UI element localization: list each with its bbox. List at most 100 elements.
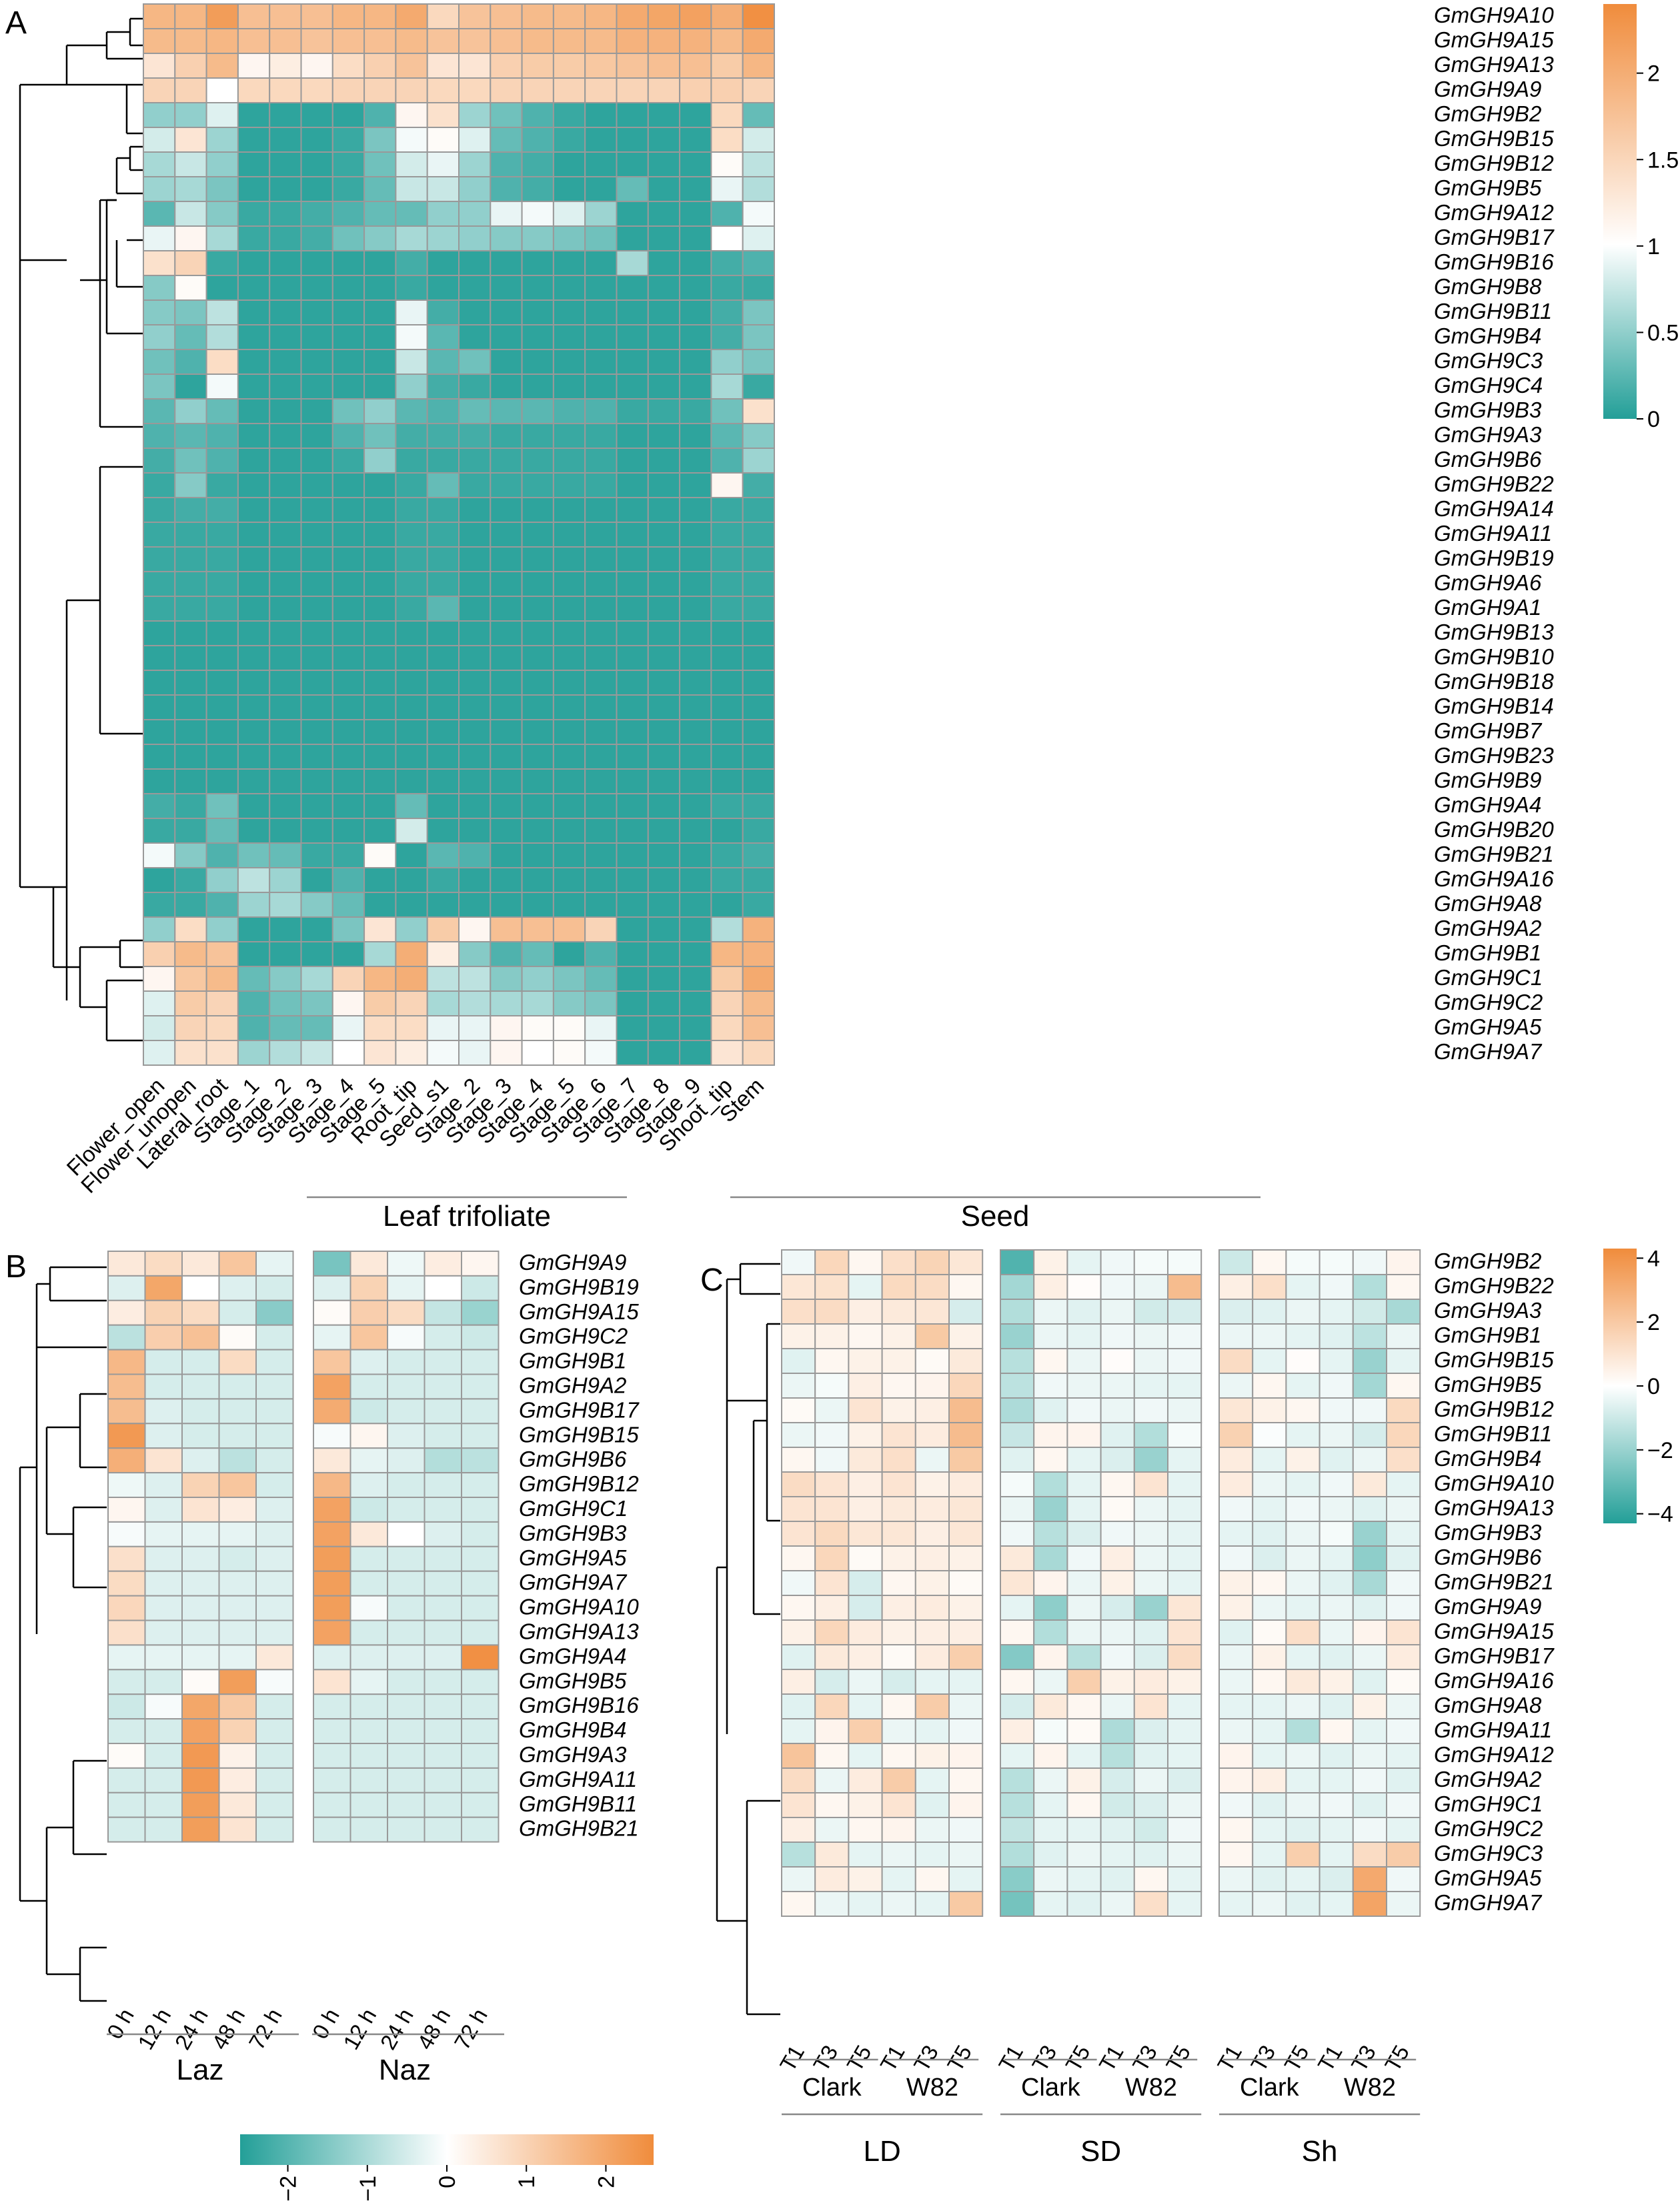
heatmap-c-cell	[1100, 1397, 1135, 1423]
heatmap-a-cell	[300, 966, 333, 992]
heatmap-c-cell	[1386, 1348, 1421, 1374]
heatmap-a-cell	[616, 571, 649, 597]
heatmap-a-cell	[174, 768, 207, 794]
heatmap-a-cell	[237, 423, 271, 449]
heatmap-a-cell	[395, 201, 428, 227]
heatmap-a-cell	[710, 744, 744, 770]
panel-c-cells	[781, 1249, 1421, 1917]
heatmap-c-cell	[881, 1397, 916, 1423]
row-label-c: GmGH9B17	[1434, 1643, 1555, 1668]
heatmap-c-cell	[848, 1249, 883, 1275]
heatmap-a-cell	[363, 990, 397, 1016]
heatmap-c-cell	[814, 1619, 850, 1645]
heatmap-b-cell	[387, 1373, 426, 1400]
heatmap-b-cell	[255, 1423, 294, 1449]
heatmap-a-cell	[205, 546, 239, 572]
heatmap-c-cell	[1167, 1447, 1202, 1473]
heatmap-a-cell	[490, 3, 523, 29]
heatmap-c-cell	[948, 1471, 984, 1497]
heatmap-a-cell	[521, 299, 554, 325]
heatmap-c-cell	[1386, 1397, 1421, 1423]
heatmap-a-cell	[647, 966, 681, 992]
heatmap-b-cell	[349, 1299, 388, 1326]
heatmap-a-cell	[742, 448, 775, 474]
heatmap-a-cell	[647, 941, 681, 967]
heatmap-a-cell	[584, 374, 618, 400]
heatmap-a-cell	[300, 1040, 333, 1066]
heatmap-c-cell	[1252, 1373, 1287, 1399]
heatmap-b-cell	[461, 1324, 500, 1351]
heatmap-a-cell	[237, 793, 271, 819]
heatmap-a-cell	[742, 670, 775, 696]
heatmap-c-cell	[881, 1619, 916, 1645]
heatmap-b-cell	[107, 1373, 146, 1400]
heatmap-a-cell	[616, 299, 649, 325]
heatmap-a-cell	[395, 1040, 428, 1066]
heatmap-a-cell	[458, 299, 492, 325]
heatmap-c-cell	[1167, 1249, 1202, 1275]
heatmap-c-cell	[1167, 1866, 1202, 1892]
heatmap-a-cell	[490, 867, 523, 893]
heatmap-a-cell	[521, 275, 554, 301]
heatmap-b-cell	[181, 1299, 220, 1326]
heatmap-b-cell	[387, 1669, 426, 1695]
heatmap-a-cell	[742, 719, 775, 745]
heatmap-c-cell	[1386, 1743, 1421, 1769]
column-label-c: T3	[1246, 2041, 1280, 2076]
heatmap-a-cell	[584, 28, 618, 54]
heatmap-c-cell	[1319, 1496, 1354, 1522]
row-label-b: GmGH9B19	[519, 1275, 639, 1299]
heatmap-b-cell	[107, 1595, 146, 1621]
heatmap-a-cell	[616, 176, 649, 202]
row-label-b: GmGH9B11	[519, 1791, 637, 1816]
heatmap-b-cell	[255, 1718, 294, 1745]
heatmap-a-cell	[742, 596, 775, 622]
heatmap-b-cell	[255, 1398, 294, 1425]
row-label-b: GmGH9B5	[519, 1668, 627, 1693]
heatmap-a-cell	[363, 941, 397, 967]
heatmap-a-cell	[679, 299, 712, 325]
heatmap-c-cell	[1133, 1891, 1169, 1917]
heatmap-b-cell	[313, 1299, 351, 1326]
heatmap-c-cell	[848, 1595, 883, 1621]
heatmap-c-cell	[814, 1743, 850, 1769]
heatmap-a-cell	[647, 1015, 681, 1041]
heatmap-a-cell	[174, 53, 207, 79]
heatmap-c-cell	[1033, 1619, 1068, 1645]
heatmap-c-cell	[814, 1693, 850, 1719]
heatmap-a-cell	[458, 818, 492, 844]
heatmap-a-cell	[426, 941, 460, 967]
heatmap-c-cell	[948, 1570, 984, 1596]
column-label-c: T3	[808, 2041, 842, 2076]
heatmap-c-cell	[1000, 1397, 1035, 1423]
heatmap-a-cell	[584, 3, 618, 29]
heatmap-c-cell	[1033, 1249, 1068, 1275]
heatmap-c-cell	[1066, 1866, 1102, 1892]
panel-b: B GmGH9A9GmGH9B19GmGH9A15GmGH9C2GmGH9B1G…	[5, 1249, 654, 2202]
heatmap-a-cell	[679, 892, 712, 918]
heatmap-a-cell	[679, 867, 712, 893]
heatmap-a-cell	[269, 941, 302, 967]
heatmap-c-cell	[1319, 1348, 1354, 1374]
heatmap-a-cell	[521, 694, 554, 720]
heatmap-a-cell	[395, 374, 428, 400]
heatmap-c-cell	[881, 1348, 916, 1374]
heatmap-a-cell	[742, 201, 775, 227]
heatmap-a-cell	[300, 596, 333, 622]
heatmap-c-cell	[1000, 1817, 1035, 1843]
heatmap-a-cell	[426, 53, 460, 79]
heatmap-c-cell	[1386, 1693, 1421, 1719]
heatmap-c-cell	[948, 1397, 984, 1423]
heatmap-b-cell	[349, 1545, 388, 1572]
heatmap-c-cell	[1386, 1521, 1421, 1547]
heatmap-c-cell	[1319, 1767, 1354, 1793]
heatmap-c-cell	[1133, 1249, 1169, 1275]
heatmap-b-cell	[144, 1423, 183, 1449]
heatmap-a-cell	[742, 28, 775, 54]
heatmap-c-cell	[1133, 1570, 1169, 1596]
heatmap-a-cell	[363, 571, 397, 597]
heatmap-c-cell	[948, 1644, 984, 1670]
heatmap-a-cell	[710, 670, 744, 696]
heatmap-a-cell	[616, 398, 649, 424]
heatmap-b-cell	[424, 1275, 462, 1301]
